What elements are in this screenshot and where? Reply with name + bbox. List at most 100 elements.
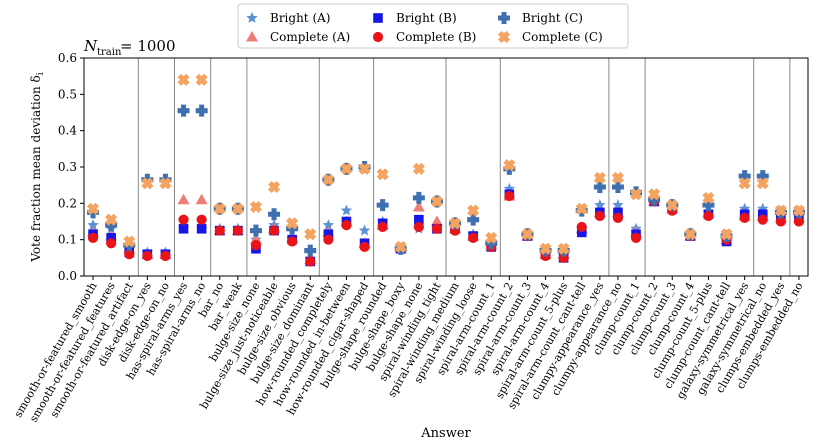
data-point	[141, 173, 154, 186]
data-point	[757, 209, 768, 220]
legend-label: Complete (B)	[396, 30, 476, 44]
data-point	[612, 199, 624, 210]
data-point	[231, 202, 244, 215]
data-point	[250, 240, 262, 251]
legend-marker	[372, 31, 384, 43]
data-point	[593, 180, 606, 193]
data-point	[539, 242, 552, 255]
data-point	[268, 208, 281, 221]
data-point	[305, 256, 316, 267]
data-point	[249, 200, 262, 213]
legend-label: Bright (C)	[522, 11, 583, 25]
legend-marker	[498, 12, 510, 24]
data-point	[414, 214, 424, 225]
data-point	[702, 191, 715, 204]
data-point	[775, 216, 786, 227]
legend-label: Bright (A)	[270, 11, 330, 25]
y-axis-label-text: Vote fraction mean deviation δi	[29, 72, 46, 262]
data-point	[268, 225, 280, 236]
data-point	[756, 170, 769, 183]
chart-title: N train = 1000	[83, 37, 176, 58]
data-point	[431, 223, 443, 234]
data-point	[557, 242, 570, 255]
legend-label: Bright (B)	[396, 11, 457, 25]
data-point	[684, 228, 697, 241]
data-point	[485, 231, 498, 244]
x-axis-label: Answer	[420, 426, 471, 441]
data-point	[87, 206, 100, 219]
data-point	[468, 232, 479, 243]
data-point	[124, 249, 135, 260]
legend: Bright (A) Complete (A) Bright (B) Complete…	[237, 3, 629, 49]
data-point	[322, 173, 335, 186]
y-tick-label: 0.3	[58, 160, 77, 174]
chart-title-rest: = 1000	[120, 37, 176, 55]
data-point	[141, 177, 154, 190]
data-point	[792, 204, 805, 217]
data-point	[268, 180, 281, 194]
data-point	[666, 199, 679, 212]
data-point	[178, 214, 189, 225]
data-point	[322, 219, 335, 230]
series-5	[87, 73, 805, 255]
data-point	[105, 219, 118, 232]
chart-title-main: N	[83, 37, 98, 55]
data-point	[430, 215, 443, 226]
data-point	[232, 225, 243, 236]
data-point	[430, 195, 443, 208]
data-point	[304, 244, 317, 257]
data-point	[106, 233, 116, 243]
data-point	[376, 199, 389, 212]
data-point	[594, 199, 606, 210]
data-point	[739, 212, 750, 223]
data-point	[449, 217, 462, 230]
data-point	[196, 214, 207, 225]
data-point	[377, 221, 388, 233]
data-point	[178, 223, 189, 234]
data-point	[87, 202, 100, 215]
data-point	[630, 188, 643, 201]
data-point	[503, 159, 516, 172]
data-point	[286, 222, 299, 235]
data-point	[358, 224, 371, 236]
data-point	[323, 229, 334, 240]
data-point	[287, 236, 298, 247]
data-point	[738, 170, 751, 183]
data-point	[558, 252, 569, 263]
data-point	[323, 234, 334, 245]
y-tick-label: 0.6	[58, 51, 77, 65]
data-point	[358, 162, 371, 175]
data-point	[485, 237, 498, 250]
data-point	[648, 193, 661, 206]
data-point	[340, 162, 353, 175]
data-point	[756, 177, 769, 190]
y-axis-label: Vote fraction mean deviation δi	[29, 72, 46, 262]
data-point	[87, 232, 99, 243]
data-point	[286, 217, 299, 230]
data-point	[504, 190, 515, 202]
data-point	[340, 204, 353, 216]
data-point	[106, 238, 117, 249]
data-point	[249, 224, 262, 237]
y-tick-label: 0.1	[58, 233, 77, 247]
data-point	[159, 177, 172, 190]
chart-title-subscript: train	[97, 47, 122, 58]
data-points	[87, 73, 805, 267]
y-tick-label: 0.2	[58, 196, 77, 210]
data-point	[413, 221, 424, 233]
data-point	[738, 177, 751, 190]
data-point	[376, 168, 389, 181]
legend-marker	[246, 31, 258, 42]
data-point	[611, 171, 624, 184]
data-point	[304, 228, 317, 241]
data-point	[702, 199, 715, 212]
data-point	[630, 232, 642, 243]
data-point	[159, 173, 172, 186]
data-point	[648, 188, 661, 201]
data-point	[160, 250, 171, 262]
plot-frame	[83, 57, 809, 277]
data-point	[593, 171, 606, 184]
data-point	[87, 219, 99, 230]
legend-frame	[237, 3, 629, 49]
